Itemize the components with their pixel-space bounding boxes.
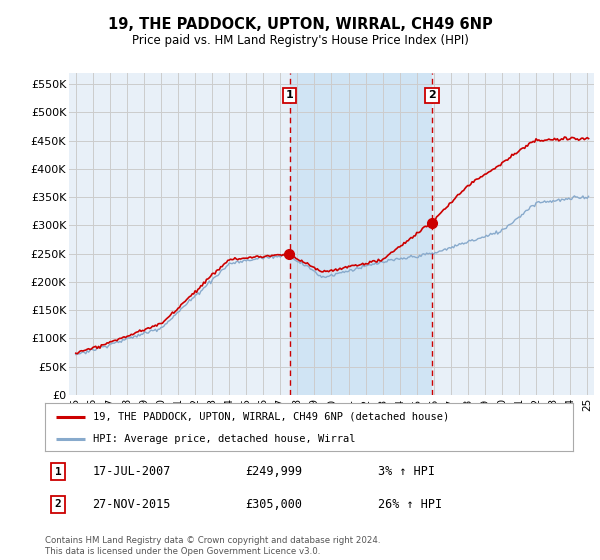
Text: 19, THE PADDOCK, UPTON, WIRRAL, CH49 6NP: 19, THE PADDOCK, UPTON, WIRRAL, CH49 6NP [107,17,493,32]
Text: 2: 2 [428,90,436,100]
Text: 26% ↑ HPI: 26% ↑ HPI [377,498,442,511]
Text: 3% ↑ HPI: 3% ↑ HPI [377,465,434,478]
Text: 27-NOV-2015: 27-NOV-2015 [92,498,171,511]
Text: HPI: Average price, detached house, Wirral: HPI: Average price, detached house, Wirr… [92,434,355,444]
Text: 19, THE PADDOCK, UPTON, WIRRAL, CH49 6NP (detached house): 19, THE PADDOCK, UPTON, WIRRAL, CH49 6NP… [92,412,449,422]
Bar [290,73,432,395]
Text: £305,000: £305,000 [245,498,302,511]
Text: 2: 2 [55,500,62,510]
Text: Contains HM Land Registry data © Crown copyright and database right 2024.
This d: Contains HM Land Registry data © Crown c… [45,536,380,556]
Text: Price paid vs. HM Land Registry's House Price Index (HPI): Price paid vs. HM Land Registry's House … [131,34,469,47]
Text: 1: 1 [55,466,62,477]
Text: 1: 1 [286,90,293,100]
Text: 17-JUL-2007: 17-JUL-2007 [92,465,171,478]
Text: £249,999: £249,999 [245,465,302,478]
